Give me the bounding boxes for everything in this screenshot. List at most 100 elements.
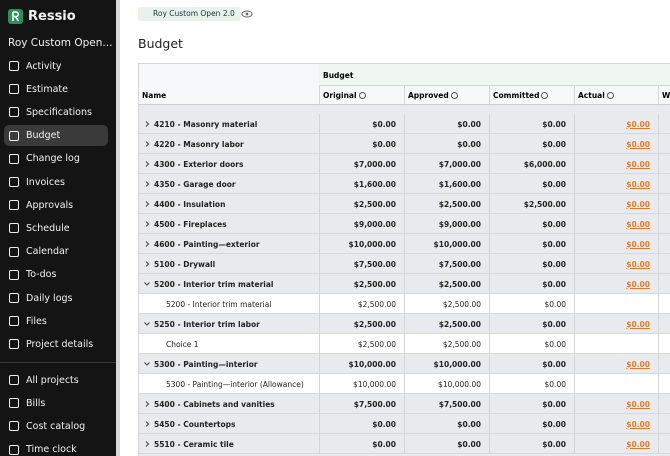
expand-chevron[interactable] — [143, 220, 151, 228]
column-divider — [574, 214, 575, 234]
actual-link[interactable]: $0.00 — [626, 139, 650, 149]
actual-link[interactable]: $0.00 — [626, 319, 650, 329]
amount: $10,000.00 — [433, 239, 481, 249]
amount: $0.00 — [542, 439, 566, 449]
nav-item[interactable]: Time clock — [4, 439, 108, 456]
actual-link[interactable]: $0.00 — [626, 279, 650, 289]
row-name: 5100 - Drywall — [154, 259, 216, 269]
column-divider — [404, 254, 405, 274]
column-divider — [404, 394, 405, 414]
row-name: 5300 - Painting—interior (Allowance) — [166, 379, 304, 389]
actual-link[interactable]: $0.00 — [626, 359, 650, 369]
expand-chevron[interactable] — [143, 360, 151, 368]
nav-icon — [9, 153, 19, 164]
expand-chevron[interactable] — [143, 440, 151, 448]
actual-link[interactable]: $0.00 — [626, 239, 650, 249]
amount: $1,600.00 — [353, 179, 396, 189]
actual-link[interactable]: $0.00 — [626, 159, 650, 169]
nav-icon — [9, 223, 19, 234]
amount: $0.00 — [457, 119, 481, 129]
expand-chevron[interactable] — [143, 120, 151, 128]
nav-icon — [9, 375, 19, 385]
expand-chevron[interactable] — [143, 320, 151, 328]
column-divider — [319, 394, 320, 414]
actual-link[interactable]: $0.00 — [626, 219, 650, 229]
column-label: Actual — [578, 91, 605, 100]
nav-item[interactable]: Estimate — [4, 79, 108, 100]
nav-item[interactable]: Activity — [4, 56, 108, 77]
nav-item[interactable]: Specifications — [4, 102, 108, 123]
column-divider — [489, 234, 490, 254]
nav-item[interactable]: Approvals — [4, 195, 108, 216]
project-tag[interactable]: Roy Custom Open 2.0 — [138, 7, 241, 21]
expand-chevron[interactable] — [143, 420, 151, 428]
nav-icon — [9, 293, 19, 303]
expand-chevron[interactable] — [143, 400, 151, 408]
nav-item[interactable]: Budget — [4, 125, 108, 147]
actual-link[interactable]: $0.00 — [626, 199, 650, 209]
nav-item[interactable]: Cost catalog — [4, 416, 108, 437]
expand-chevron[interactable] — [143, 280, 151, 288]
amount: $2,500.00 — [442, 299, 481, 309]
column-divider — [658, 334, 659, 354]
column-divider — [658, 374, 659, 394]
expand-chevron[interactable] — [143, 200, 151, 208]
amount: $10,000.00 — [438, 379, 481, 389]
nav-item[interactable]: Project details — [4, 334, 108, 355]
nav-item[interactable]: Files — [4, 311, 108, 332]
nav-icon — [9, 398, 19, 409]
actual-link[interactable]: $0.00 — [626, 399, 650, 409]
nav-item[interactable]: All projects — [4, 370, 108, 391]
column-divider — [489, 274, 490, 294]
actual-link[interactable]: $0.00 — [626, 179, 650, 189]
row-name: 4220 - Masonry labor — [154, 139, 244, 149]
nav-icon — [9, 246, 19, 257]
column-divider — [404, 294, 405, 314]
amount: $2,500.00 — [357, 339, 396, 349]
column-divider — [489, 214, 490, 234]
nav-label: Specifications — [26, 106, 92, 118]
expand-chevron[interactable] — [143, 240, 151, 248]
column-divider — [404, 194, 405, 214]
row-name: 4400 - Insulation — [154, 199, 226, 209]
expand-chevron[interactable] — [143, 140, 151, 148]
actual-link[interactable]: $0.00 — [626, 439, 650, 449]
column-header[interactable]: Original — [319, 86, 404, 105]
project-name[interactable]: Roy Custom Open... — [8, 37, 113, 49]
expand-chevron[interactable] — [143, 160, 151, 168]
column-header[interactable]: Actual — [574, 86, 658, 105]
actual-link[interactable]: $0.00 — [626, 419, 650, 429]
nav-item[interactable]: Invoices — [4, 172, 108, 193]
column-divider — [404, 374, 405, 394]
amount: $0.00 — [544, 339, 566, 349]
nav-item[interactable]: Daily logs — [4, 288, 108, 309]
eye-icon[interactable] — [241, 9, 253, 19]
column-header[interactable]: Committed — [489, 86, 574, 105]
amount: $0.00 — [372, 419, 396, 429]
brand[interactable]: Ressio — [8, 9, 76, 24]
actual-link[interactable]: $0.00 — [626, 119, 650, 129]
nav-item[interactable]: Schedule — [4, 218, 108, 239]
amount: $2,500.00 — [438, 199, 481, 209]
column-divider — [319, 154, 320, 174]
column-divider — [404, 434, 405, 454]
nav-label: Project details — [26, 338, 94, 350]
actual-link[interactable]: $0.00 — [626, 259, 650, 269]
expand-chevron[interactable] — [143, 180, 151, 188]
column-divider — [489, 174, 490, 194]
nav-icon — [9, 130, 19, 141]
column-divider — [574, 174, 575, 194]
column-divider — [489, 294, 490, 314]
expand-chevron[interactable] — [143, 260, 151, 268]
nav-item[interactable]: To-dos — [4, 264, 108, 285]
nav-label: Budget — [26, 130, 61, 142]
group-header-bg — [319, 64, 670, 86]
row-name: 4350 - Garage door — [154, 179, 236, 189]
amount: $0.00 — [542, 359, 566, 369]
column-header[interactable]: Approved — [404, 86, 489, 105]
nav-item[interactable]: Bills — [4, 393, 108, 414]
nav-item[interactable]: Change log — [4, 148, 108, 169]
amount: $0.00 — [542, 119, 566, 129]
nav-item[interactable]: Calendar — [4, 241, 108, 262]
amount: $10,000.00 — [433, 359, 481, 369]
